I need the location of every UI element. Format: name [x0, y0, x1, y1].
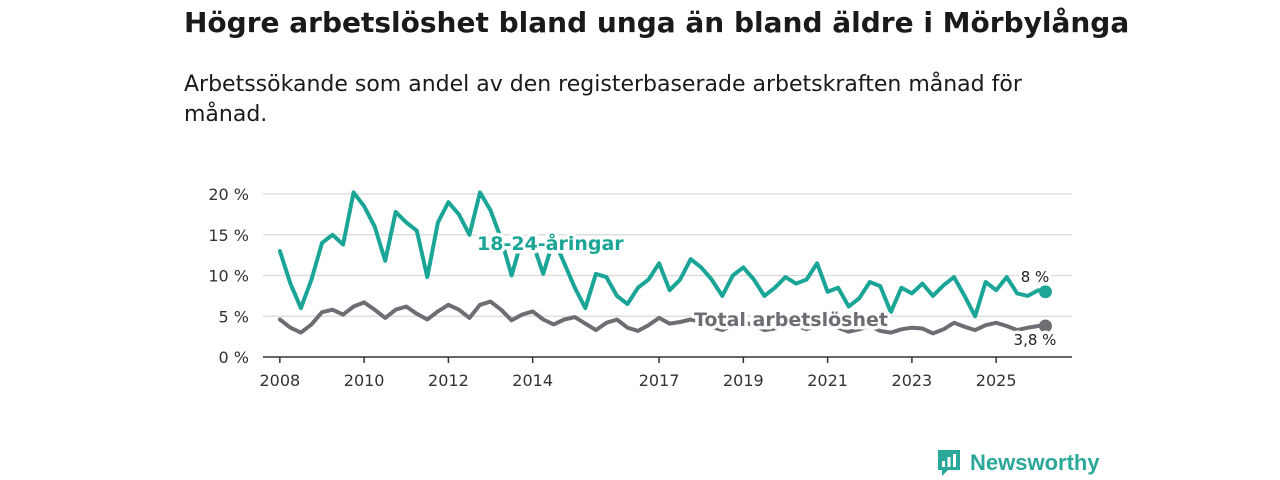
x-tick-label: 2008	[259, 371, 300, 390]
total-series-label: Total arbetslöshet	[694, 309, 888, 331]
x-tick-label: 2025	[976, 371, 1017, 390]
youth-end-point	[1038, 285, 1052, 299]
x-tick-label: 2017	[639, 371, 680, 390]
total-series-line	[277, 299, 1048, 336]
gridlines	[263, 193, 1072, 317]
series-lines	[277, 190, 1052, 336]
x-tick-label: 2014	[512, 371, 553, 390]
newsworthy-logo-text: Newsworthy	[970, 450, 1100, 475]
y-tick-label: 10 %	[208, 267, 249, 286]
total-end-value-label-halo: 3,8 %	[1014, 331, 1057, 349]
youth-series-label: 18-24-åringar	[477, 231, 624, 255]
total-end-value-label: 3,8 %	[1014, 331, 1057, 349]
newsworthy-logo-icon	[938, 450, 960, 476]
x-tick-label: 2010	[344, 371, 385, 390]
axes: 0 % 5 % 10 % 15 % 20 % 2008 2010 2012 2014 2017 20…	[208, 185, 1072, 390]
y-tick-label: 20 %	[208, 185, 249, 204]
total-series-label-halo: Total arbetslöshet	[694, 309, 888, 331]
total-end-point	[1038, 319, 1052, 333]
chart-subtitle: Arbetssökande som andel av den registerb…	[184, 72, 1022, 127]
y-tick-label: 0 %	[219, 348, 249, 367]
x-tick-label: 2019	[723, 371, 764, 390]
newsworthy-logo[interactable]: Newsworthy	[936, 448, 1100, 478]
youth-series-line	[277, 190, 1048, 319]
youth-series-label-halo: 18-24-åringar	[477, 231, 624, 255]
x-tick-label: 2021	[807, 371, 848, 390]
x-tick-label: 2012	[428, 371, 469, 390]
chart-title: Högre arbetslöshet bland unga än bland ä…	[184, 6, 1130, 39]
x-tick-label: 2023	[892, 371, 933, 390]
youth-end-value-label-halo: 8 %	[1021, 268, 1050, 286]
y-tick-label: 5 %	[219, 307, 249, 326]
youth-end-value-label: 8 %	[1021, 268, 1050, 286]
y-tick-label: 15 %	[208, 226, 249, 245]
